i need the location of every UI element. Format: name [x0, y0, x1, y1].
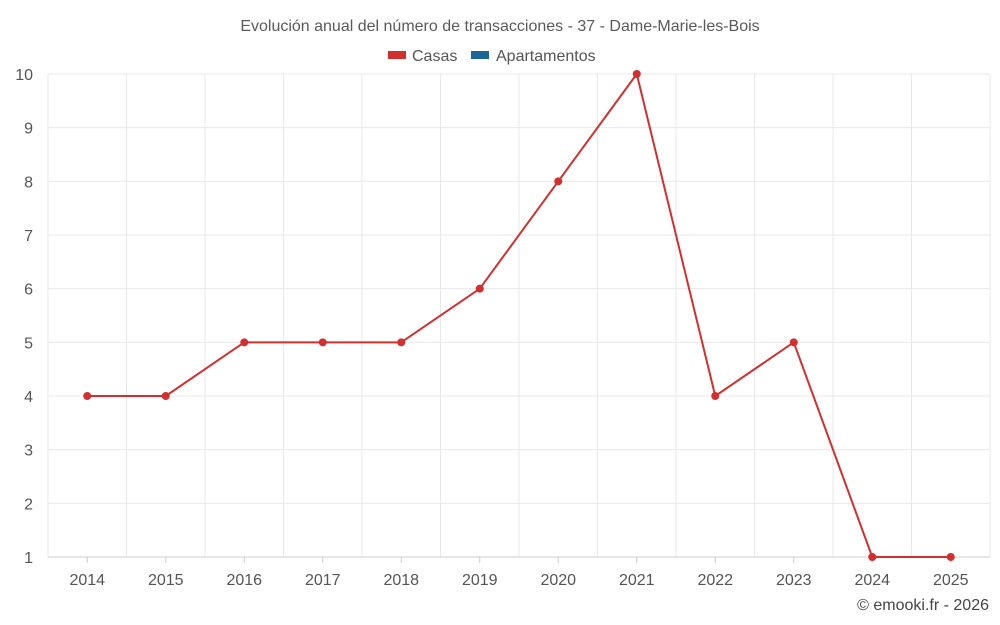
- x-tick-label: 2019: [462, 572, 498, 589]
- x-tick-label: 2020: [540, 572, 576, 589]
- data-point[interactable]: [83, 392, 92, 400]
- data-point[interactable]: [397, 338, 406, 347]
- x-tick-label: 2024: [854, 572, 890, 589]
- legend-item-casas[interactable]: Casas: [388, 48, 457, 65]
- legend-label-apartamentos: Apartamentos: [496, 48, 596, 65]
- series: [83, 70, 955, 561]
- legend-item-apartamentos[interactable]: Apartamentos: [471, 48, 596, 65]
- data-point[interactable]: [475, 284, 484, 293]
- y-tick-label: 8: [24, 174, 33, 191]
- data-point[interactable]: [711, 392, 720, 400]
- x-tick-label: 2014: [69, 572, 105, 589]
- series-line-casas: [87, 73, 951, 558]
- legend-label-casas: Casas: [412, 48, 457, 65]
- x-tick-label: 2018: [383, 572, 419, 589]
- data-point[interactable]: [161, 392, 170, 400]
- y-tick-label: 1: [24, 550, 33, 567]
- x-tick-label: 2016: [226, 572, 262, 589]
- chart-title: Evolución anual del número de transaccio…: [240, 18, 759, 35]
- y-tick-label: 2: [24, 496, 33, 513]
- y-tick-label: 5: [24, 335, 33, 352]
- data-point[interactable]: [789, 338, 798, 347]
- y-tick-label: 10: [15, 67, 33, 84]
- x-axis-ticks: 2014 2015 2016 2017 2018 2019 2020 2021 2022 2023…: [69, 572, 968, 589]
- x-tick-label: 2021: [619, 572, 655, 589]
- legend-swatch-apartamentos: [471, 51, 489, 59]
- y-tick-label: 3: [24, 443, 33, 460]
- y-tick-label: 7: [24, 228, 33, 245]
- data-point[interactable]: [946, 553, 955, 561]
- x-tick-label: 2023: [776, 572, 812, 589]
- y-tick-label: 4: [24, 389, 33, 406]
- x-tick-label: 2022: [697, 572, 733, 589]
- axes: [48, 556, 990, 563]
- y-axis-ticks: 1 2 3 4 5 6 7 8 9 10: [15, 67, 33, 567]
- x-tick-label: 2025: [933, 572, 969, 589]
- data-point[interactable]: [868, 553, 877, 561]
- legend: Casas Apartamentos: [388, 48, 596, 65]
- legend-swatch-casas: [388, 51, 406, 59]
- data-point[interactable]: [632, 70, 641, 78]
- data-point[interactable]: [554, 177, 563, 186]
- x-tick-label: 2017: [305, 572, 341, 589]
- x-tick-label: 2015: [148, 572, 184, 589]
- y-tick-label: 9: [24, 121, 33, 138]
- data-point[interactable]: [240, 338, 249, 347]
- data-point[interactable]: [318, 338, 327, 347]
- credit-text[interactable]: © emooki.fr - 2026: [857, 597, 989, 614]
- y-tick-label: 6: [24, 282, 33, 299]
- gridlines: [47, 73, 991, 557]
